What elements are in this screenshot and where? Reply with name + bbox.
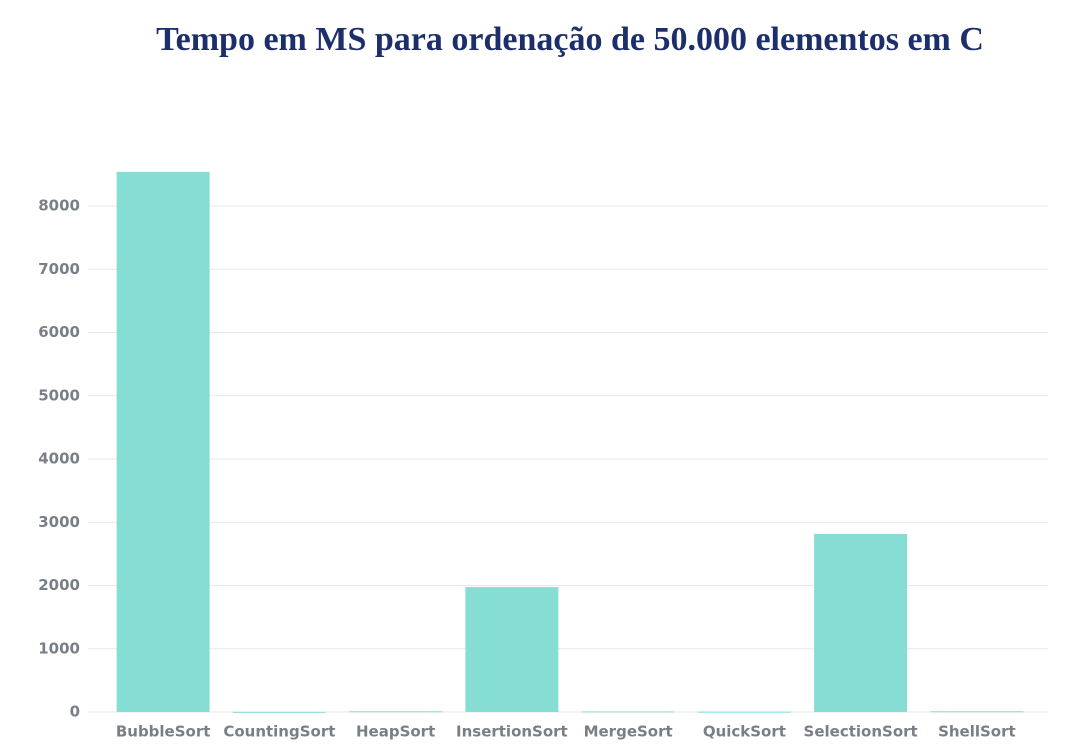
x-tick-label: ShellSort	[938, 723, 1016, 741]
y-tick-label: 5000	[38, 386, 80, 404]
x-tick-label: InsertionSort	[456, 723, 568, 741]
x-tick-label: QuickSort	[703, 723, 786, 741]
y-tick-label: 4000	[38, 450, 80, 468]
bar	[349, 711, 443, 713]
bar	[465, 587, 559, 712]
bar	[116, 171, 210, 713]
y-tick-label: 8000	[38, 197, 80, 215]
x-tick-label: SelectionSort	[804, 723, 918, 741]
bar	[930, 711, 1024, 713]
chart-title: Tempo em MS para ordenação de 50.000 ele…	[156, 21, 984, 58]
x-tick-label: MergeSort	[584, 723, 673, 741]
x-tick-label: CountingSort	[223, 723, 335, 741]
x-tick-label: BubbleSort	[116, 723, 211, 741]
y-tick-label: 3000	[38, 513, 80, 531]
y-tick-label: 2000	[38, 576, 80, 594]
bar	[697, 711, 791, 713]
y-tick-label: 7000	[38, 260, 80, 278]
bar	[581, 711, 675, 713]
y-tick-label: 0	[70, 703, 80, 721]
y-tick-label: 6000	[38, 323, 80, 341]
bar	[814, 533, 908, 712]
y-tick-label: 1000	[38, 639, 80, 657]
x-tick-label: HeapSort	[356, 723, 435, 741]
bar	[232, 711, 326, 713]
